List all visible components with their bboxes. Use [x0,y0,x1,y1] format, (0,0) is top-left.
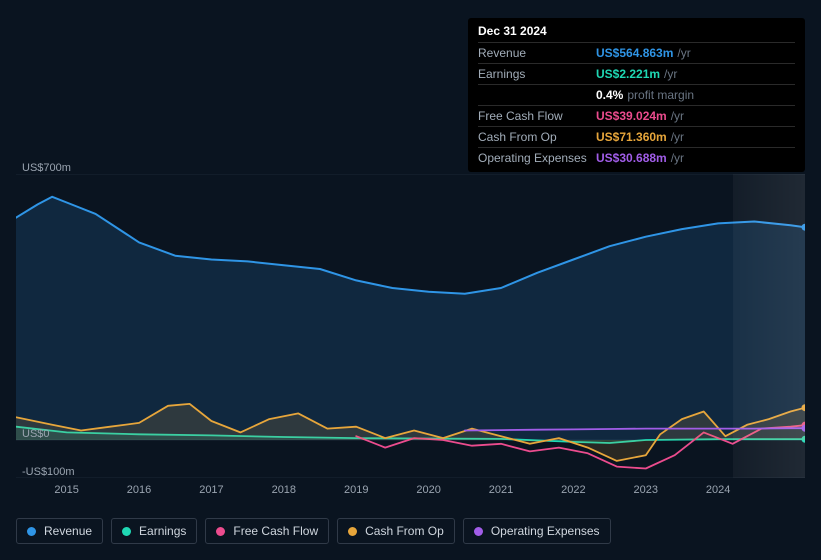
x-axis-label: 2024 [706,484,730,496]
tooltip-row-label: Revenue [478,45,596,61]
legend-label: Revenue [44,524,92,538]
legend-swatch [474,527,483,536]
legend-item[interactable]: Operating Expenses [463,518,611,544]
tooltip-row-value: US$30.688m [596,150,667,166]
x-axis-label: 2018 [272,484,296,496]
tooltip-row-value: US$39.024m [596,108,667,124]
legend-item[interactable]: Cash From Op [337,518,455,544]
x-axis-label: 2020 [416,484,440,496]
legend-item[interactable]: Revenue [16,518,103,544]
x-axis-label: 2015 [54,484,78,496]
tooltip-row-label: Cash From Op [478,129,596,145]
y-axis-label: US$0 [22,428,50,440]
tooltip-row-unit: /yr [671,108,684,124]
legend-label: Earnings [139,524,186,538]
tooltip-row-unit: /yr [671,129,684,145]
legend-label: Free Cash Flow [233,524,318,538]
x-axis: 2015 2016 2017 2018 2019 2020 2021 2022 2023 2024 [16,484,805,500]
y-axis-label: -US$100m [22,466,75,478]
tooltip-row-unit: /yr [671,150,684,166]
tooltip-row: 0.4%profit margin [478,84,795,105]
tooltip-row: Cash From OpUS$71.360m/yr [478,126,795,147]
tooltip-row: Free Cash FlowUS$39.024m/yr [478,105,795,126]
tooltip-row: EarningsUS$2.221m/yr [478,63,795,84]
tooltip-row: RevenueUS$564.863m/yr [478,42,795,63]
tooltip-row-label: Earnings [478,66,596,82]
legend-swatch [348,527,357,536]
tooltip-row-unit: /yr [664,66,677,82]
x-axis-label: 2022 [561,484,585,496]
tooltip-row-value: US$71.360m [596,129,667,145]
tooltip-row-value: US$564.863m [596,45,673,61]
x-axis-label: 2017 [199,484,223,496]
legend-swatch [122,527,131,536]
legend-item[interactable]: Free Cash Flow [205,518,329,544]
tooltip-row-value: US$2.221m [596,66,660,82]
x-axis-label: 2021 [489,484,513,496]
financials-chart[interactable] [16,174,805,478]
legend-swatch [27,527,36,536]
x-axis-label: 2019 [344,484,368,496]
tooltip-row-value: 0.4% [596,87,623,103]
x-axis-label: 2023 [634,484,658,496]
legend-swatch [216,527,225,536]
x-axis-label: 2016 [127,484,151,496]
chart-legend: Revenue Earnings Free Cash Flow Cash From O… [16,518,611,544]
tooltip-row-unit: /yr [677,45,690,61]
tooltip-row-unit: profit margin [627,87,694,103]
tooltip-row-label [478,87,596,103]
y-axis-label: US$700m [22,162,71,174]
tooltip-row-label: Free Cash Flow [478,108,596,124]
legend-label: Operating Expenses [491,524,600,538]
tooltip-date: Dec 31 2024 [478,24,795,42]
legend-label: Cash From Op [365,524,444,538]
legend-item[interactable]: Earnings [111,518,197,544]
chart-tooltip: Dec 31 2024 RevenueUS$564.863m/yrEarning… [468,18,805,172]
tooltip-row-label: Operating Expenses [478,150,596,166]
tooltip-row: Operating ExpensesUS$30.688m/yr [478,147,795,168]
